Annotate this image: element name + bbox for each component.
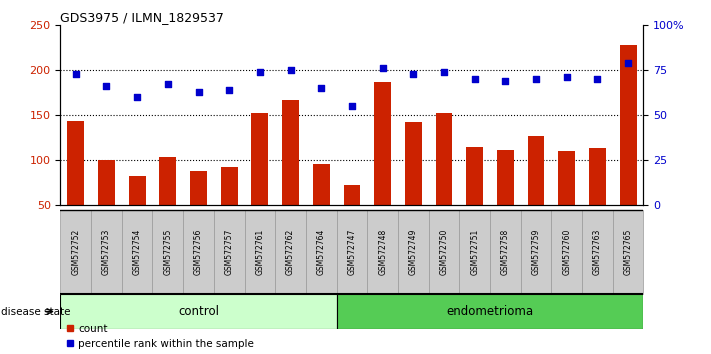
Text: GSM572761: GSM572761 (255, 229, 264, 275)
Bar (343, 185, 360, 205)
Bar (336, 210, 368, 294)
Bar (620, 45, 636, 205)
Bar (429, 210, 459, 294)
Point (223, 87, 235, 93)
Point (530, 76, 542, 82)
Bar (282, 100, 299, 205)
Bar (60, 210, 91, 294)
Point (316, 85, 327, 91)
Text: GSM572749: GSM572749 (409, 229, 418, 275)
Point (70, 71, 82, 76)
Point (101, 83, 112, 89)
Bar (405, 122, 422, 205)
Text: GSM572759: GSM572759 (532, 229, 540, 275)
Text: GSM572762: GSM572762 (286, 229, 295, 275)
Bar (459, 210, 490, 294)
Text: control: control (178, 305, 219, 318)
Point (561, 74, 572, 80)
Bar (313, 164, 330, 205)
Bar (91, 210, 122, 294)
Text: GSM572763: GSM572763 (593, 229, 602, 275)
Text: GSM572765: GSM572765 (624, 229, 633, 275)
Text: GSM572757: GSM572757 (225, 229, 234, 275)
Point (132, 94, 143, 100)
Bar (306, 210, 336, 294)
Bar (122, 210, 152, 294)
Point (193, 89, 204, 95)
Bar (220, 166, 237, 205)
Bar (98, 160, 115, 205)
Text: GSM572753: GSM572753 (102, 229, 111, 275)
Bar (336, 294, 643, 329)
Bar (552, 210, 582, 294)
Text: disease state: disease state (1, 307, 70, 316)
Text: GDS3975 / ILMN_1829537: GDS3975 / ILMN_1829537 (60, 11, 224, 24)
Text: GSM572750: GSM572750 (439, 229, 449, 275)
Text: GSM572747: GSM572747 (348, 229, 356, 275)
Text: GSM572758: GSM572758 (501, 229, 510, 275)
Bar (190, 171, 207, 205)
Bar (582, 210, 613, 294)
Text: GSM572754: GSM572754 (133, 229, 141, 275)
Bar (152, 210, 183, 294)
Point (500, 78, 511, 84)
Text: GSM572764: GSM572764 (317, 229, 326, 275)
Bar (466, 147, 483, 205)
Point (469, 76, 481, 82)
Point (162, 81, 173, 87)
Bar (520, 210, 552, 294)
Bar (245, 210, 275, 294)
Bar (159, 156, 176, 205)
Bar (214, 210, 245, 294)
Point (255, 69, 266, 75)
Point (622, 60, 634, 65)
Bar (252, 113, 268, 205)
Bar (613, 210, 643, 294)
Point (346, 103, 358, 109)
Bar (374, 82, 391, 205)
Point (438, 69, 449, 75)
Point (377, 65, 388, 71)
Bar (490, 210, 520, 294)
Bar (60, 294, 336, 329)
Point (592, 76, 603, 82)
Bar (68, 121, 84, 205)
Bar (558, 151, 575, 205)
Bar (183, 210, 214, 294)
Bar (436, 113, 452, 205)
Text: endometrioma: endometrioma (447, 305, 533, 318)
Legend: count, percentile rank within the sample: count, percentile rank within the sample (65, 324, 254, 349)
Bar (589, 148, 606, 205)
Text: GSM572760: GSM572760 (562, 229, 571, 275)
Bar (497, 150, 514, 205)
Text: GSM572751: GSM572751 (470, 229, 479, 275)
Text: GSM572756: GSM572756 (194, 229, 203, 275)
Text: GSM572755: GSM572755 (164, 229, 172, 275)
Bar (275, 210, 306, 294)
Point (407, 71, 419, 76)
Text: GSM572752: GSM572752 (71, 229, 80, 275)
Point (285, 67, 296, 73)
Bar (129, 176, 146, 205)
Text: GSM572748: GSM572748 (378, 229, 387, 275)
Bar (528, 136, 545, 205)
Bar (368, 210, 398, 294)
Bar (398, 210, 429, 294)
